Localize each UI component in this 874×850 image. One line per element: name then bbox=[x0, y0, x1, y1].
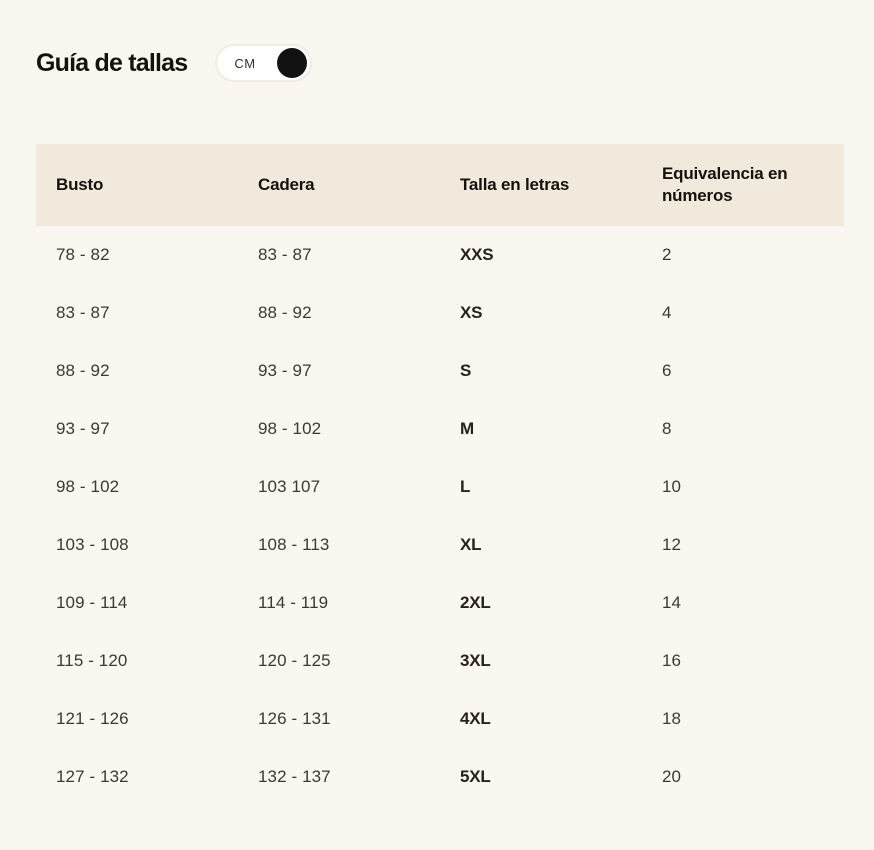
size-guide-header: Guía de tallas CM bbox=[36, 44, 844, 82]
busto-cell: 121 - 126 bbox=[56, 709, 129, 728]
busto-cell: 88 - 92 bbox=[56, 361, 110, 380]
table-row: 83 - 87 88 - 92 XS 4 bbox=[36, 284, 844, 342]
talla-cell: L bbox=[460, 477, 471, 496]
column-header-busto: Busto bbox=[36, 144, 238, 226]
header-row: Busto Cadera Talla en letras Equivalenci… bbox=[36, 144, 844, 226]
unit-toggle-label: CM bbox=[234, 55, 256, 71]
table-row: 88 - 92 93 - 97 S 6 bbox=[36, 342, 844, 400]
busto-cell: 83 - 87 bbox=[56, 303, 110, 322]
cadera-cell: 83 - 87 bbox=[258, 245, 312, 264]
busto-cell: 109 - 114 bbox=[56, 593, 128, 612]
table-row: 109 - 114 114 - 119 2XL 14 bbox=[36, 574, 844, 632]
size-table: Busto Cadera Talla en letras Equivalenci… bbox=[36, 144, 844, 806]
talla-cell: 4XL bbox=[460, 709, 491, 728]
talla-cell: XL bbox=[460, 535, 482, 554]
table-row: 78 - 82 83 - 87 XXS 2 bbox=[36, 226, 844, 284]
numero-cell: 20 bbox=[662, 767, 682, 786]
busto-cell: 115 - 120 bbox=[56, 651, 128, 670]
table-row: 127 - 132 132 - 137 5XL 20 bbox=[36, 748, 844, 806]
numero-cell: 14 bbox=[662, 593, 682, 612]
numero-cell: 6 bbox=[662, 361, 672, 380]
numero-cell: 18 bbox=[662, 709, 682, 728]
size-table-header: Busto Cadera Talla en letras Equivalenci… bbox=[36, 144, 844, 226]
numero-cell: 2 bbox=[662, 245, 672, 264]
talla-cell: 5XL bbox=[460, 767, 491, 786]
numero-cell: 8 bbox=[662, 419, 672, 438]
cadera-cell: 93 - 97 bbox=[258, 361, 312, 380]
numero-cell: 12 bbox=[662, 535, 682, 554]
busto-cell: 103 - 108 bbox=[56, 535, 129, 554]
cadera-cell: 108 - 113 bbox=[258, 535, 330, 554]
column-header-cadera: Cadera bbox=[238, 144, 440, 226]
cadera-cell: 114 - 119 bbox=[258, 593, 329, 612]
talla-cell: 2XL bbox=[460, 593, 491, 612]
cadera-cell: 88 - 92 bbox=[258, 303, 312, 322]
cadera-cell: 120 - 125 bbox=[258, 651, 331, 670]
toggle-knob[interactable] bbox=[277, 48, 308, 78]
cadera-cell: 132 - 137 bbox=[258, 767, 331, 786]
column-header-equivalencia: Equivalencia en números bbox=[642, 144, 844, 226]
talla-cell: 3XL bbox=[460, 651, 491, 670]
cadera-cell: 98 - 102 bbox=[258, 419, 322, 438]
numero-cell: 4 bbox=[662, 303, 672, 322]
talla-cell: XS bbox=[460, 303, 483, 322]
table-row: 103 - 108 108 - 113 XL 12 bbox=[36, 516, 844, 574]
talla-cell: M bbox=[460, 419, 474, 438]
size-table-body: 78 - 82 83 - 87 XXS 2 83 - 87 88 - 92 XS… bbox=[36, 226, 844, 806]
talla-cell: XXS bbox=[460, 245, 494, 264]
numero-cell: 16 bbox=[662, 651, 682, 670]
table-row: 121 - 126 126 - 131 4XL 18 bbox=[36, 690, 844, 748]
busto-cell: 78 - 82 bbox=[56, 245, 110, 264]
cadera-cell: 126 - 131 bbox=[258, 709, 331, 728]
table-row: 93 - 97 98 - 102 M 8 bbox=[36, 400, 844, 458]
column-header-talla: Talla en letras bbox=[440, 144, 642, 226]
numero-cell: 10 bbox=[662, 477, 682, 496]
busto-cell: 127 - 132 bbox=[56, 767, 129, 786]
page-title: Guía de tallas bbox=[36, 49, 188, 77]
busto-cell: 93 - 97 bbox=[56, 419, 110, 438]
busto-cell: 98 - 102 bbox=[56, 477, 120, 496]
cadera-cell: 103 107 bbox=[258, 477, 321, 496]
talla-cell: S bbox=[460, 361, 472, 380]
table-row: 98 - 102 103 107 L 10 bbox=[36, 458, 844, 516]
unit-toggle[interactable]: CM bbox=[215, 44, 313, 82]
table-row: 115 - 120 120 - 125 3XL 16 bbox=[36, 632, 844, 690]
